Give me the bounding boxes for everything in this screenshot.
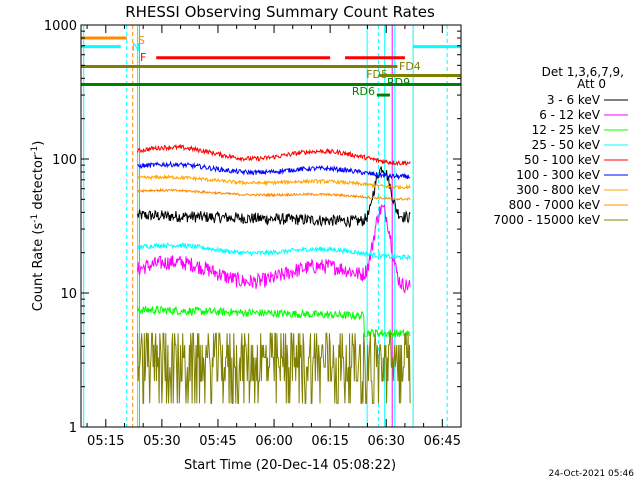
series-line-2 — [137, 204, 411, 294]
y-axis-title-sup2: -1 — [30, 146, 40, 155]
series-line-5 — [137, 143, 411, 167]
x-tick-label: 06:15 — [311, 434, 348, 449]
x-tick-label: 05:45 — [199, 434, 236, 449]
flag-s-label: S — [138, 34, 145, 47]
series-line-4 — [137, 242, 411, 262]
legend-header-line2: Att 0 — [577, 77, 606, 91]
series-line-3 — [137, 305, 411, 338]
x-tick-label: 06:00 — [255, 434, 292, 449]
flag-rd9-label: RD9 — [387, 76, 410, 89]
y-axis-title: Count Rate (s-1 detector-1) — [30, 141, 46, 312]
y-axis-title-sup1: -1 — [30, 214, 40, 223]
y-axis-title-part1: Count Rate (s — [31, 223, 46, 312]
flag-rd6-label: RD6 — [352, 85, 375, 98]
x-tick-label: 05:15 — [87, 434, 124, 449]
legend-label-1: 3 - 6 keV — [547, 93, 601, 107]
plot-frame — [80, 24, 462, 428]
series-line-1 — [137, 166, 411, 229]
legend-header-line1: Det 1,3,6,7,9, — [542, 65, 624, 79]
legend-label-5: 50 - 100 keV — [524, 153, 601, 167]
axes: 1 10 100 1000 05:15 05:30 05:45 06:00 06:15 06:30… — [44, 19, 462, 449]
series-line-9 — [137, 332, 411, 404]
y-axis-title-part3: ) — [31, 141, 46, 146]
chart-title: RHESSI Observing Summary Count Rates — [125, 3, 435, 21]
y-tick-label: 1 — [69, 421, 77, 436]
series-line-8 — [137, 187, 411, 202]
legend-label-4: 25 - 50 keV — [532, 138, 601, 152]
x-tick-label: 06:45 — [424, 434, 461, 449]
x-axis-title: Start Time (20-Dec-14 05:08:22) — [184, 458, 396, 473]
legend-label-2: 6 - 12 keV — [539, 108, 601, 122]
series-lines — [137, 143, 411, 404]
flag-n-label: N — [132, 41, 140, 54]
legend-label-6: 100 - 300 keV — [516, 168, 600, 182]
legend-label-9: 7000 - 15000 keV — [493, 213, 600, 227]
flag-f-label: F — [140, 51, 146, 64]
legend-label-7: 300 - 800 keV — [516, 183, 600, 197]
x-tick-label: 06:30 — [367, 434, 404, 449]
flag-fd4-label: FD4 — [399, 60, 421, 73]
series-line-6 — [137, 160, 411, 181]
flag-fd5-label: FD5 — [366, 68, 388, 81]
y-tick-label: 10 — [60, 287, 77, 302]
x-tick-label: 05:30 — [143, 434, 180, 449]
y-tick-label: 100 — [52, 153, 77, 168]
legend-label-3: 12 - 25 keV — [532, 123, 601, 137]
y-axis-title-part2: detector — [31, 154, 46, 214]
footer-timestamp: 24-Oct-2021 05:46 — [549, 469, 635, 479]
y-tick-label: 1000 — [44, 19, 77, 34]
series-line-7 — [137, 173, 411, 190]
legend-label-8: 800 - 7000 keV — [509, 198, 601, 212]
